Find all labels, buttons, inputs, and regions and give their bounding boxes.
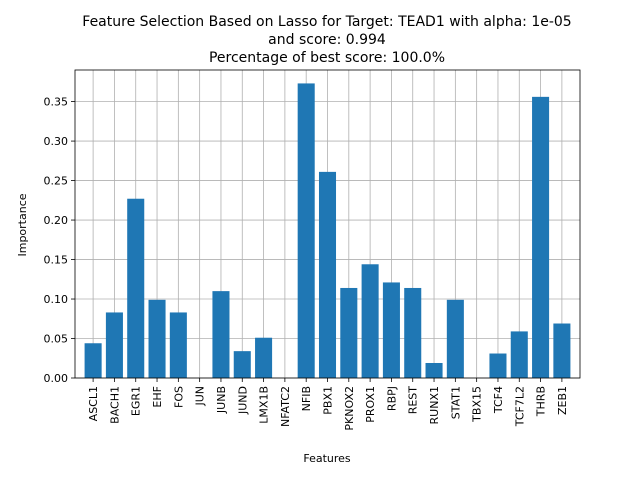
y-tick-label: 0.10 <box>44 293 69 306</box>
axes: 0.00 0.05 0.10 0.15 0.20 0.25 0.30 0.35 ASCL1 BAC… <box>44 69 581 431</box>
bar-nfib <box>297 83 315 378</box>
x-tick-label: JUN <box>194 386 207 407</box>
bar-rbpj <box>382 282 400 378</box>
x-tick-label: LMX1B <box>258 386 271 424</box>
x-tick-label: JUNB <box>215 386 228 414</box>
bar-runx1 <box>425 362 443 378</box>
x-tick-label: PROX1 <box>364 386 377 423</box>
bar-ehf <box>148 299 166 378</box>
bar-pknox2 <box>340 287 358 378</box>
bar-pbx1 <box>318 171 337 378</box>
y-tick-label: 0.20 <box>44 214 69 227</box>
x-tick-label: EHF <box>151 386 164 408</box>
bar-junb <box>212 291 230 378</box>
bar-zeb1 <box>553 323 571 378</box>
y-tick-label: 0.15 <box>44 254 69 267</box>
x-tick-label: NFIB <box>300 386 313 411</box>
bar-stat1 <box>446 299 464 378</box>
x-tick-label: STAT1 <box>449 386 462 419</box>
x-tick-label: PKNOX2 <box>343 386 356 431</box>
y-axis-label: Importance <box>16 193 29 256</box>
bar-tcf4 <box>489 353 507 378</box>
x-tick-label: ASCL1 <box>87 386 100 421</box>
chart-title-line-1: Feature Selection Based on Lasso for Tar… <box>82 14 571 30</box>
chart-title-line-2: and score: 0.994 <box>268 32 386 48</box>
y-tick-label: 0.00 <box>44 372 69 385</box>
x-tick-label: REST <box>407 386 420 415</box>
bar-egr1 <box>127 198 145 378</box>
x-tick-label: RBPJ <box>385 386 398 411</box>
bar-prox1 <box>361 264 379 378</box>
chart-title-line-3: Percentage of best score: 100.0% <box>209 50 445 66</box>
y-tick-label: 0.25 <box>44 175 69 188</box>
x-tick-label: RUNX1 <box>428 386 441 424</box>
x-tick-label: JUND <box>236 386 249 415</box>
bar-lmx1b <box>255 337 273 378</box>
bar-rest <box>404 287 422 378</box>
bar-fos <box>169 312 187 378</box>
x-tick-label: TCF4 <box>492 386 505 414</box>
plot-frame <box>74 69 581 379</box>
y-tick-label: 0.05 <box>44 333 69 346</box>
bar-thrb <box>532 96 550 378</box>
bar-jund <box>233 351 251 378</box>
x-tick-label: ZEB1 <box>556 386 569 415</box>
bar-tcf7l2 <box>510 331 528 378</box>
bar-ascl1 <box>84 343 102 378</box>
x-tick-label: TCF7L2 <box>513 386 526 427</box>
x-tick-label: PBX1 <box>322 386 335 415</box>
x-tick-label: BACH1 <box>108 386 121 424</box>
x-tick-label: EGR1 <box>130 386 143 416</box>
x-tick-label: THRB <box>535 386 548 417</box>
x-tick-label: FOS <box>172 386 185 408</box>
bar-bach1 <box>105 312 123 378</box>
bars <box>84 83 571 378</box>
x-axis-label: Features <box>303 452 351 465</box>
x-tick-label: TBX15 <box>471 386 484 423</box>
y-tick-label: 0.30 <box>44 135 69 148</box>
x-tick-label: NFATC2 <box>279 386 292 427</box>
y-tick-label: 0.35 <box>44 96 69 109</box>
